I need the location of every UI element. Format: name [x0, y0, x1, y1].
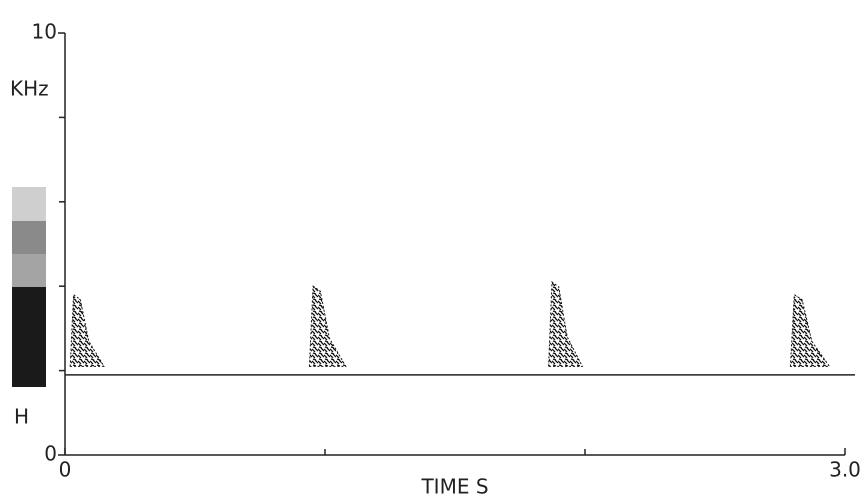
- x-axis-label: TIME S: [420, 475, 488, 499]
- x-tick-label: 3.0: [829, 458, 861, 482]
- burst: [548, 281, 584, 367]
- burst: [308, 285, 347, 367]
- legend-label: H: [14, 405, 29, 429]
- x-tick-label: 0: [59, 458, 72, 482]
- intensity-scale: [12, 187, 46, 387]
- y-tick-label: 10: [32, 20, 57, 44]
- burst: [69, 293, 105, 367]
- y-axis-label: KHz: [10, 77, 49, 101]
- y-tick-label: 0: [44, 442, 57, 466]
- burst: [789, 293, 831, 367]
